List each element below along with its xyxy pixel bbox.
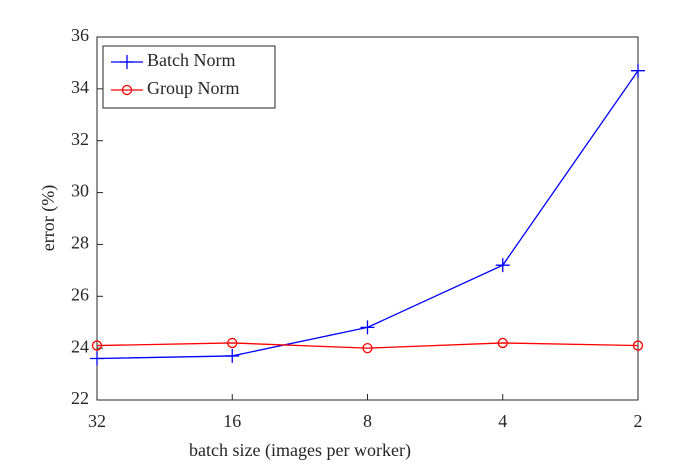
marker [497, 337, 508, 349]
y-tick-label: 32 [71, 129, 89, 149]
marker [495, 258, 510, 273]
marker [362, 342, 373, 354]
legend-label: Group Norm [147, 78, 240, 98]
marker [360, 320, 375, 335]
x-tick-label: 2 [634, 411, 643, 431]
y-tick-label: 36 [71, 25, 89, 45]
y-axis-label: error (%) [38, 185, 59, 251]
marker [631, 63, 645, 78]
y-tick-label: 34 [71, 77, 89, 97]
series-line [96, 70, 639, 360]
y-tick-label: 22 [71, 388, 89, 408]
marker [90, 351, 104, 366]
marker [225, 348, 240, 363]
marker [91, 340, 103, 351]
x-tick-label: 4 [498, 411, 507, 431]
y-tick-label: 28 [71, 233, 89, 253]
marker [121, 84, 133, 96]
x-axis-label: batch size (images per worker) [189, 440, 411, 461]
series-line [96, 342, 639, 349]
marker [120, 55, 134, 69]
x-tick-label: 8 [363, 411, 372, 431]
marker [227, 337, 238, 349]
legend-label: Batch Norm [147, 50, 235, 70]
y-tick-label: 26 [71, 284, 89, 304]
x-tick-label: 16 [223, 411, 241, 431]
x-tick-label: 32 [88, 411, 106, 431]
marker [632, 340, 644, 351]
y-tick-label: 24 [71, 336, 89, 356]
legend-box [102, 45, 276, 109]
y-tick-label: 30 [71, 181, 89, 201]
